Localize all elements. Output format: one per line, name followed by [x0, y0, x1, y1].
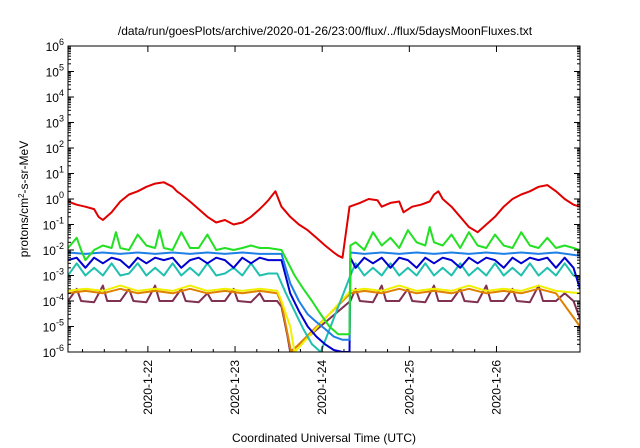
y-tick-label: 100	[46, 190, 64, 207]
x-tick-label: 2020-1-24	[315, 360, 329, 415]
y-axis-label-sup: 2	[17, 193, 26, 198]
series-line	[68, 251, 580, 341]
y-tick-label: 102	[46, 139, 64, 156]
series-line	[68, 284, 580, 352]
series-line	[68, 181, 580, 259]
series-line	[68, 262, 580, 352]
plot-frame	[67, 45, 581, 353]
y-tick-label: 101	[46, 165, 64, 182]
y-tick-label: 104	[46, 88, 64, 105]
x-axis-ticks: 2020-1-22 2020-1-23 2020-1-24 2020-1-25 2020…	[82, 46, 503, 415]
series-line	[68, 284, 580, 352]
y-tick-label: 106	[46, 37, 64, 54]
series-line	[68, 256, 580, 352]
series-line	[68, 226, 580, 336]
y-axis-label-tail: -s-sr-MeV	[17, 141, 31, 194]
y-tick-label: 10-2	[43, 241, 64, 258]
x-tick-label: 2020-1-26	[489, 360, 503, 415]
x-tick-label: 2020-1-25	[402, 360, 416, 415]
chart-title: /data/run/goesPlots/archive/2020-01-26/2…	[118, 24, 533, 38]
y-tick-label: 10-4	[43, 292, 64, 309]
y-axis-label-main: protons/cm	[17, 198, 31, 257]
x-tick-label: 2020-1-22	[141, 360, 155, 415]
x-tick-label: 2020-1-23	[228, 360, 242, 415]
plot-lines	[68, 181, 580, 352]
y-tick-label: 10-5	[43, 318, 64, 335]
y-tick-label: 10-1	[43, 216, 64, 233]
x-axis-label: Coordinated Universal Time (UTC)	[232, 431, 416, 445]
y-tick-label: 105	[46, 63, 64, 80]
y-axis-ticks: 10-6 10-5 10-4 10-3 10-2 10-1 100 101 102 103 104 1…	[43, 37, 580, 360]
y-tick-label: 10-3	[43, 267, 64, 284]
y-tick-label: 103	[46, 114, 64, 131]
y-axis-label: protons/cm2-s-sr-MeV	[17, 141, 32, 257]
y-tick-label: 10-6	[43, 343, 64, 360]
series-line	[68, 287, 580, 352]
